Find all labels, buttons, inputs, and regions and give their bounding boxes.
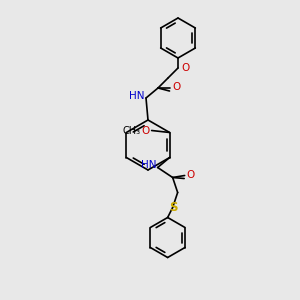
Text: O: O xyxy=(172,82,180,92)
Text: CH₃: CH₃ xyxy=(122,125,141,136)
Text: HN: HN xyxy=(130,91,145,101)
Text: O: O xyxy=(187,169,195,179)
Text: O: O xyxy=(181,63,189,73)
Text: S: S xyxy=(169,201,178,214)
Text: O: O xyxy=(141,125,150,136)
Text: HN: HN xyxy=(141,160,157,170)
